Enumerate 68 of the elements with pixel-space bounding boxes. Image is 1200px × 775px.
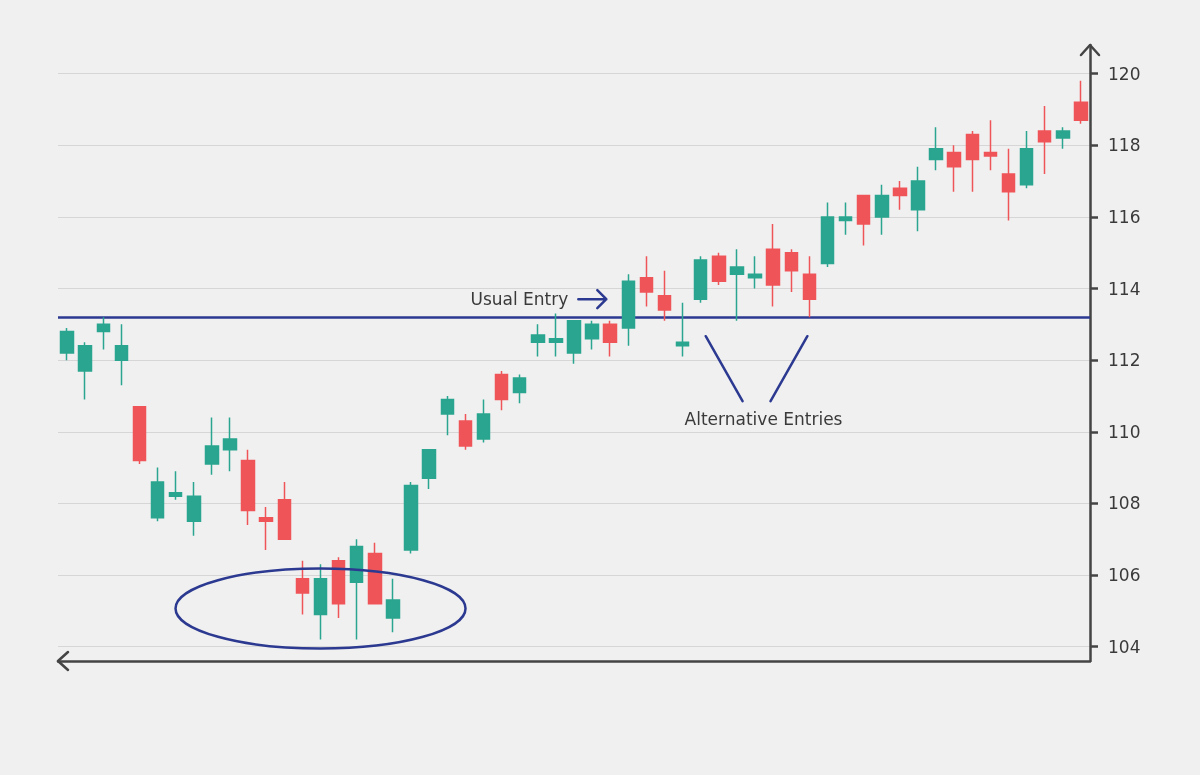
y-tick-label: 116: [1108, 206, 1141, 227]
y-tick-label: 104: [1108, 636, 1141, 657]
y-tick-label: 112: [1108, 350, 1141, 371]
y-tick-label: 106: [1108, 565, 1141, 586]
candlestick: [349, 538, 364, 641]
annotation: Alternative Entries: [684, 409, 843, 430]
candlestick: [838, 201, 853, 236]
candlestick: [1037, 105, 1052, 175]
candlestick: [548, 312, 564, 358]
candlestick: [928, 126, 944, 172]
candlestick: [946, 144, 962, 193]
candlestick: [602, 320, 618, 358]
candlestick: [820, 201, 835, 268]
candlestick: [983, 119, 998, 172]
candlestick: [784, 248, 799, 293]
candlestick: [77, 341, 93, 401]
candlestick: [693, 255, 708, 304]
candlestick: [1001, 148, 1016, 222]
candlestick: [874, 183, 890, 236]
candlestick: [621, 273, 636, 347]
candlestick: [494, 370, 509, 412]
candlestick: [765, 223, 781, 308]
y-tick-label: 114: [1108, 278, 1141, 299]
candlestick: [331, 556, 346, 619]
candlestick: [1055, 126, 1071, 150]
candlestick: [168, 470, 183, 501]
candlestick: [657, 269, 672, 322]
candlestick: [1019, 130, 1034, 190]
candlestick: [132, 405, 147, 465]
candlestick: [856, 194, 871, 247]
candlestick: [150, 466, 165, 523]
candlestick: [584, 320, 600, 351]
candlestick: [204, 416, 220, 476]
candlestick: [403, 481, 419, 555]
candlestick: [258, 506, 274, 551]
candlestick: [277, 481, 292, 540]
candlestick: [313, 563, 328, 641]
candlestick: [1073, 80, 1089, 125]
candlestick: [114, 323, 129, 386]
candlestick: [476, 398, 491, 444]
candlestick: [512, 373, 527, 404]
candlestick: [965, 130, 980, 193]
candlestick: [96, 316, 111, 351]
annotation: Usual Entry: [470, 289, 569, 310]
candlestick: [295, 559, 310, 616]
candlestick: [367, 542, 383, 605]
candlestick: [421, 448, 437, 490]
candlestick: [910, 166, 926, 232]
candlestick: [440, 395, 455, 437]
candlestick: [639, 255, 654, 308]
candlestick: [222, 416, 238, 472]
candlestick: [240, 448, 256, 526]
candlestick: [59, 327, 75, 361]
y-tick-label: 118: [1108, 135, 1141, 156]
candlestick: [711, 251, 727, 286]
candlestick: [385, 577, 401, 634]
candlestick: [802, 255, 817, 318]
y-tick-label: 108: [1108, 493, 1141, 514]
candlestick: [186, 481, 202, 537]
candlestick: [566, 320, 582, 365]
candlestick: [530, 323, 546, 358]
candlestick: [892, 180, 908, 211]
candlestick: [729, 248, 745, 322]
candlestick: [675, 302, 690, 358]
y-tick-label: 110: [1108, 421, 1141, 442]
candlestick: [747, 255, 763, 290]
candlestick: [458, 413, 473, 451]
y-tick-label: 120: [1108, 63, 1141, 84]
